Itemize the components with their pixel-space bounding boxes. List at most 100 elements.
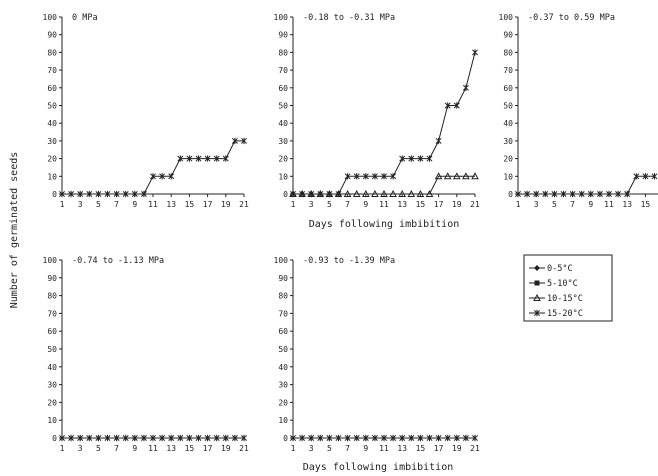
y-tick-label: 20	[47, 155, 57, 164]
data-point	[417, 434, 424, 442]
y-tick-label: 100	[43, 256, 58, 265]
x-tick-label: 1	[291, 200, 296, 209]
x-tick-label: 21	[239, 200, 249, 209]
legend-box	[523, 254, 613, 322]
data-point	[290, 190, 296, 198]
y-tick-label: 40	[503, 119, 513, 128]
data-point	[344, 434, 351, 442]
x-tick-label: 17	[434, 200, 444, 209]
data-point	[195, 155, 202, 162]
y-tick-label: 80	[503, 48, 513, 57]
x-tick-label: 7	[114, 444, 119, 453]
data-point	[399, 434, 406, 442]
data-point	[515, 190, 521, 198]
y-tick-label: 0	[52, 434, 57, 443]
data-point	[113, 434, 120, 442]
y-tick-label: 20	[503, 155, 513, 164]
y-tick-label: 10	[503, 172, 513, 181]
y-tick-label: 100	[499, 13, 514, 22]
panel-title: -0.18 to -0.31 MPa	[303, 13, 395, 23]
y-tick-label: 20	[278, 155, 288, 164]
data-point	[353, 434, 360, 442]
panel-title: -0.93 to -1.39 MPa	[303, 256, 395, 266]
series-star	[290, 434, 478, 442]
data-point	[353, 173, 360, 180]
legend-marker	[534, 309, 540, 317]
x-axis-label-bottom: Days following imbibition	[303, 462, 454, 473]
data-point	[150, 434, 156, 442]
x-tick-label: 7	[345, 200, 350, 209]
x-tick-label: 7	[345, 444, 350, 453]
y-tick-label: 90	[278, 31, 288, 40]
data-point	[308, 190, 315, 198]
data-point	[371, 189, 379, 197]
x-tick-label: 11	[379, 444, 389, 453]
data-point	[569, 190, 576, 198]
data-point	[95, 434, 102, 442]
data-point	[335, 190, 342, 198]
legend-label: 0-5°C	[547, 264, 573, 274]
x-tick-label: 13	[397, 200, 407, 209]
data-point	[204, 155, 211, 162]
data-point	[462, 434, 469, 442]
data-point	[524, 190, 531, 198]
x-tick-label: 15	[416, 200, 426, 209]
y-tick-label: 30	[278, 381, 288, 390]
y-tick-label: 50	[278, 102, 288, 111]
x-tick-label: 11	[379, 200, 389, 209]
data-point	[381, 173, 387, 180]
x-tick-label: 11	[604, 200, 614, 209]
x-tick-label: 9	[363, 444, 368, 453]
y-tick-label: 50	[503, 102, 513, 111]
data-point	[159, 173, 166, 180]
panel-title: -0.74 to -1.13 MPa	[72, 256, 164, 266]
data-point	[389, 189, 397, 197]
y-tick-label: 90	[47, 31, 57, 40]
panel-title: -0.37 to 0.59 MPa	[528, 13, 615, 23]
data-point	[390, 173, 397, 180]
data-point	[59, 434, 65, 442]
y-tick-label: 90	[503, 31, 513, 40]
legend: 0-5°C 5-10°C 10-15°C 15-20°C	[523, 254, 613, 322]
x-tick-label: 19	[221, 444, 231, 453]
data-point	[326, 434, 333, 442]
x-tick-label: 5	[96, 200, 101, 209]
y-tick-label: 30	[47, 381, 57, 390]
data-point	[651, 173, 658, 180]
y-tick-label: 40	[278, 119, 288, 128]
y-tick-label: 30	[278, 137, 288, 146]
data-point	[426, 434, 433, 442]
data-point	[380, 189, 388, 197]
data-point	[606, 190, 612, 198]
x-tick-label: 15	[416, 444, 426, 453]
data-point	[104, 190, 111, 198]
data-point	[462, 84, 469, 91]
data-point	[290, 434, 296, 442]
data-point	[122, 190, 129, 198]
legend-label: 15-20°C	[547, 309, 583, 319]
data-point	[131, 434, 138, 442]
data-point	[425, 189, 434, 197]
data-point	[398, 189, 407, 197]
x-tick-label: 9	[132, 444, 137, 453]
data-point	[371, 173, 378, 180]
x-tick-label: 7	[570, 200, 575, 209]
data-point	[131, 190, 138, 198]
data-point	[390, 434, 397, 442]
data-point	[371, 434, 378, 442]
data-point	[560, 190, 567, 198]
data-point	[472, 49, 478, 56]
legend-entry: 0-5°C	[529, 264, 573, 274]
x-tick-label: 1	[60, 444, 65, 453]
data-point	[140, 190, 147, 198]
y-tick-label: 60	[278, 327, 288, 336]
y-axis-label: Number of germinated seeds	[9, 152, 20, 309]
y-tick-label: 0	[283, 190, 288, 199]
data-point	[168, 434, 175, 442]
x-tick-label: 13	[166, 444, 176, 453]
legend-marker	[534, 265, 540, 271]
data-point	[222, 155, 229, 162]
